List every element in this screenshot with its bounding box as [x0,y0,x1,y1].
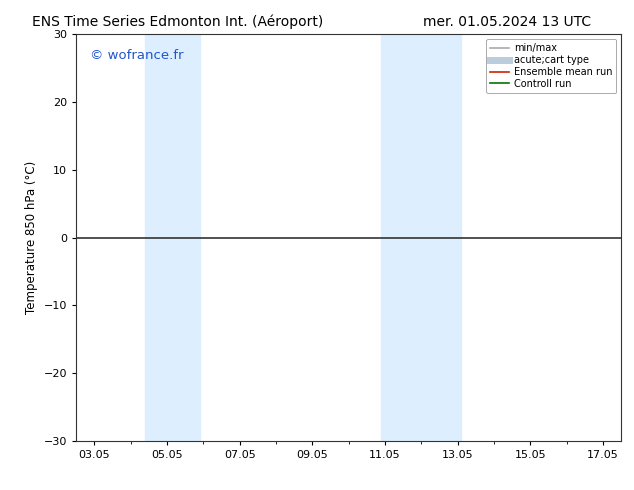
Legend: min/max, acute;cart type, Ensemble mean run, Controll run: min/max, acute;cart type, Ensemble mean … [486,39,616,93]
Text: ENS Time Series Edmonton Int. (Aéroport): ENS Time Series Edmonton Int. (Aéroport) [32,15,323,29]
Y-axis label: Temperature 850 hPa (°C): Temperature 850 hPa (°C) [25,161,38,314]
Text: mer. 01.05.2024 13 UTC: mer. 01.05.2024 13 UTC [423,15,592,29]
Bar [382,34,462,441]
Text: © wofrance.fr: © wofrance.fr [90,49,183,62]
Bar [145,34,200,441]
